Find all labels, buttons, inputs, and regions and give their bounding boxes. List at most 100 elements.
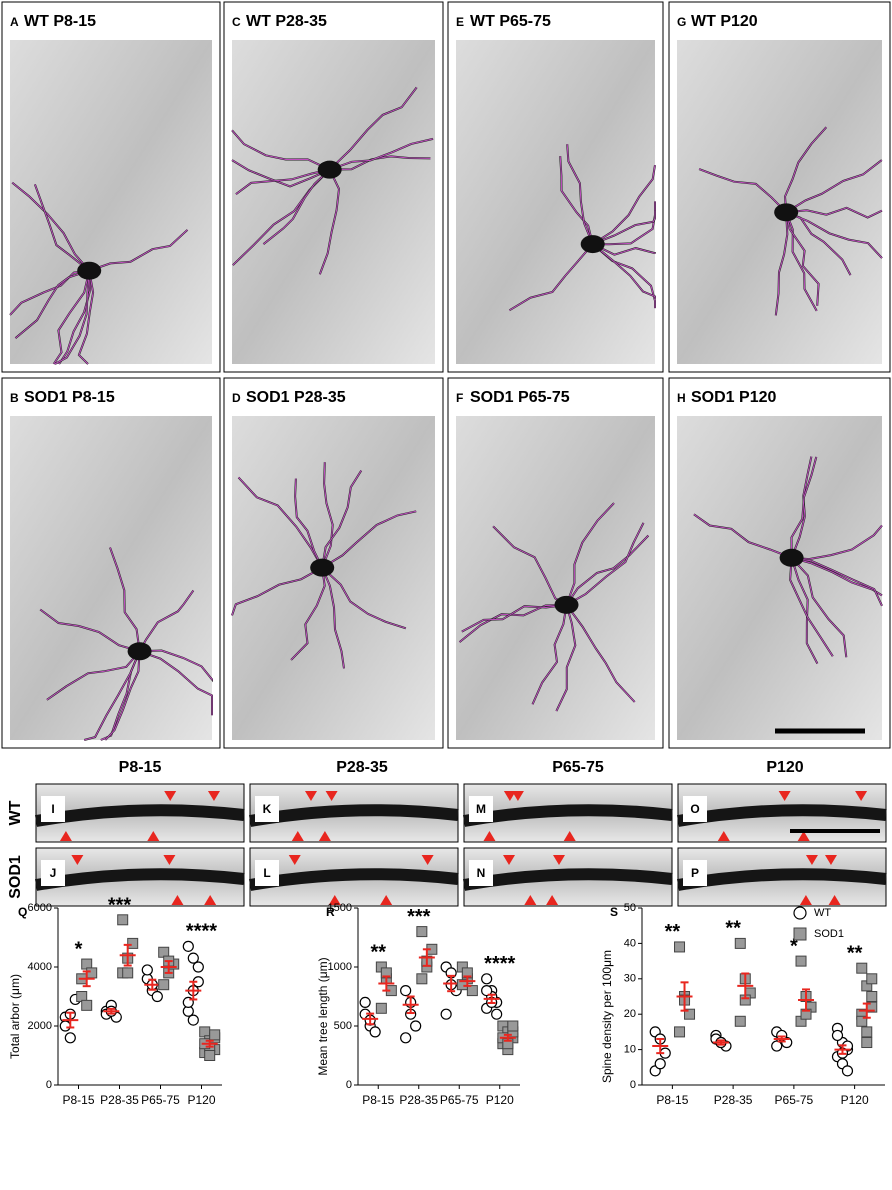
trace: [231, 567, 323, 616]
micrograph: [677, 40, 882, 364]
label-box: [469, 796, 493, 822]
x-tick-label: P120: [841, 1093, 869, 1107]
trace: [566, 535, 649, 606]
data-point: [771, 1040, 783, 1052]
arrowhead: [171, 895, 184, 905]
panel-letter: O: [690, 802, 699, 816]
data-point: [122, 967, 134, 979]
y-tick-label: 500: [334, 1020, 352, 1032]
trace: [555, 604, 576, 712]
trace: [54, 270, 90, 365]
trace: [139, 650, 213, 716]
label-box: [672, 381, 792, 413]
y-axis-title: Spine density per 100μm: [600, 950, 614, 1083]
data-point: [369, 1026, 381, 1038]
panel-letter: Q: [18, 905, 27, 919]
arrowhead: [717, 831, 730, 841]
trace: [53, 270, 90, 365]
label-box: [469, 860, 493, 886]
arrowhead: [328, 895, 341, 905]
trace: [693, 513, 792, 559]
label-box: [451, 381, 571, 413]
trace: [566, 522, 644, 606]
panel-letter: G: [677, 15, 686, 29]
trace: [698, 168, 787, 213]
column-label: P28-35: [336, 759, 388, 776]
significance: **: [665, 921, 681, 943]
arrowhead: [304, 791, 317, 801]
trace: [263, 169, 331, 245]
soma: [127, 642, 152, 661]
trace: [231, 159, 330, 187]
arrowhead: [288, 855, 301, 865]
y-tick-label: 4000: [28, 961, 52, 973]
row-label: WT: [7, 800, 24, 825]
panel-letter: J: [50, 866, 57, 880]
data-point: [416, 973, 428, 985]
data-point: [192, 961, 204, 973]
micrograph: [232, 40, 435, 364]
panel-letter: H: [677, 391, 686, 405]
trace: [319, 169, 340, 275]
trace: [566, 604, 636, 703]
arrowhead: [824, 855, 837, 865]
panel-letter: S: [610, 905, 618, 919]
y-tick-label: 1000: [328, 961, 352, 973]
trace: [11, 182, 90, 272]
label-box: [683, 860, 707, 886]
micrograph: [10, 416, 212, 740]
panel-label: WT P8-15: [24, 13, 96, 30]
significance: ***: [407, 906, 431, 928]
trace: [321, 567, 407, 629]
data-point: [400, 1032, 412, 1044]
trace: [786, 207, 883, 219]
x-tick-label: P28-35: [100, 1093, 139, 1107]
panel-letter: C: [232, 15, 241, 29]
arrowhead: [421, 855, 434, 865]
panel-letter: F: [456, 391, 463, 405]
trace: [785, 212, 818, 312]
data-point: [674, 1026, 686, 1038]
data-point: [856, 962, 868, 974]
trace: [235, 169, 330, 195]
arrowhead: [503, 855, 516, 865]
significance: ****: [186, 921, 217, 943]
data-point: [416, 926, 428, 938]
arrowhead: [325, 791, 338, 801]
arrowhead: [563, 831, 576, 841]
trace: [321, 510, 417, 569]
panel-letter: P: [691, 866, 699, 880]
trace: [294, 478, 323, 568]
data-point: [507, 1020, 519, 1032]
trace: [329, 87, 418, 171]
x-tick-label: P65-75: [440, 1093, 479, 1107]
data-point: [481, 984, 493, 997]
arrowhead: [163, 855, 176, 865]
x-tick-label: P28-35: [399, 1093, 438, 1107]
trace: [791, 557, 883, 607]
x-tick-label: P8-15: [62, 1093, 94, 1107]
data-point: [861, 1026, 873, 1038]
significance: **: [370, 941, 386, 963]
arrowhead: [511, 791, 524, 801]
trace: [46, 650, 140, 701]
soma: [774, 203, 799, 222]
arrowhead: [207, 791, 220, 801]
x-tick-label: P120: [187, 1093, 215, 1107]
row-label: SOD1: [7, 855, 24, 899]
data-point: [440, 1008, 452, 1020]
data-point: [117, 914, 129, 926]
legend-label: WT: [814, 907, 831, 919]
trace: [89, 229, 188, 272]
arrowhead: [855, 791, 868, 801]
data-point: [734, 937, 746, 949]
data-point: [841, 1065, 854, 1077]
arrowhead: [799, 895, 812, 905]
label-box: [41, 860, 65, 886]
arrowhead: [503, 791, 516, 801]
y-tick-label: 0: [346, 1079, 352, 1091]
data-point: [400, 984, 412, 997]
data-point: [182, 940, 194, 952]
panel-letter: A: [10, 15, 19, 29]
